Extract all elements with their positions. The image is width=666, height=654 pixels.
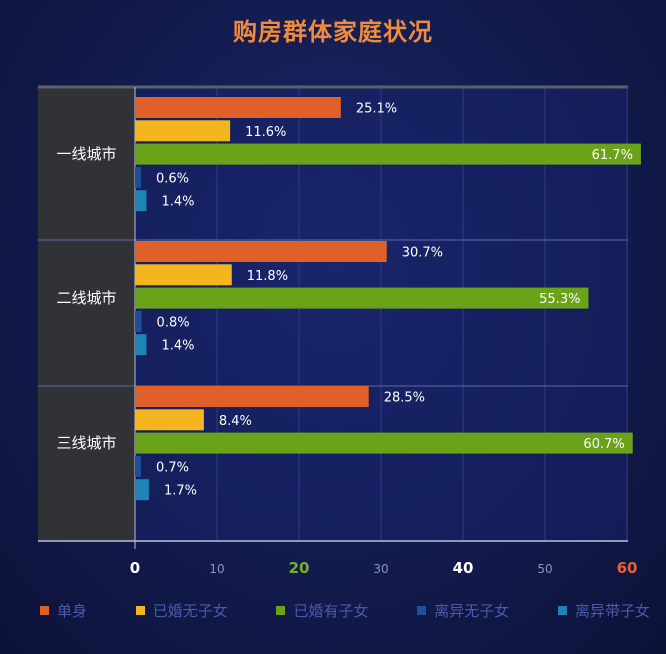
- bar: [135, 479, 149, 501]
- bar: [135, 143, 641, 165]
- data-label: 60.7%: [583, 437, 624, 452]
- chart-title: 购房群体家庭状况: [233, 18, 433, 46]
- bar: [135, 455, 141, 477]
- legend-item: 离异无子女: [417, 600, 509, 621]
- data-label: 1.4%: [161, 195, 194, 210]
- data-label: 61.7%: [592, 148, 633, 163]
- x-tick-label: 40: [453, 559, 474, 577]
- data-label: 0.7%: [156, 460, 189, 475]
- bar: [135, 386, 369, 407]
- legend-swatch: [40, 605, 49, 615]
- data-label: 8.4%: [219, 414, 252, 429]
- legend-label: 离异带子女: [574, 601, 650, 620]
- data-label: 25.1%: [356, 102, 397, 117]
- data-label: 55.3%: [539, 292, 580, 307]
- legend-swatch: [276, 605, 286, 615]
- bar: [135, 432, 633, 454]
- data-label: 1.7%: [164, 484, 197, 499]
- data-label: 0.8%: [157, 315, 190, 330]
- data-label: 28.5%: [384, 391, 425, 406]
- data-label: 0.6%: [156, 171, 189, 186]
- legend-item: 离异带子女: [557, 600, 650, 621]
- x-tick-label: 20: [289, 559, 310, 577]
- x-tick-label: 60: [617, 559, 638, 577]
- legend-swatch: [417, 605, 427, 615]
- bar: [135, 120, 231, 142]
- category-label: 三线城市: [56, 434, 116, 452]
- category-label: 二线城市: [56, 289, 116, 307]
- legend-swatch: [135, 605, 145, 615]
- legend-label: 离异无子女: [434, 601, 510, 620]
- legend-item: 已婚有子女: [276, 600, 368, 621]
- bar: [135, 287, 589, 309]
- data-label: 11.6%: [245, 125, 286, 140]
- data-label: 11.8%: [247, 269, 288, 284]
- x-tick-label: 50: [537, 562, 552, 576]
- x-tick-label: 30: [373, 562, 388, 576]
- bar: [135, 264, 232, 286]
- category-panel: [38, 87, 135, 541]
- bar: [135, 190, 147, 212]
- bar: [135, 97, 341, 118]
- legend-item: 单身: [40, 600, 87, 621]
- legend-label: 已婚无子女: [152, 601, 228, 620]
- x-tick-label: 0: [130, 559, 140, 577]
- x-tick-label: 10: [209, 562, 224, 576]
- category-label: 一线城市: [56, 145, 116, 163]
- legend-item: 已婚无子女: [135, 600, 228, 621]
- bar: [135, 409, 204, 431]
- bar: [135, 310, 142, 332]
- legend-label: 单身: [57, 601, 88, 620]
- chart-legend: 单身 已婚无子女 已婚有子女 离异无子女 离异带子女: [40, 597, 650, 623]
- bar: [135, 334, 147, 356]
- bar: [135, 241, 387, 262]
- legend-label: 已婚有子女: [293, 601, 369, 620]
- data-label: 1.4%: [161, 339, 194, 354]
- bar: [135, 166, 141, 188]
- legend-swatch: [557, 605, 567, 615]
- data-label: 30.7%: [402, 246, 443, 261]
